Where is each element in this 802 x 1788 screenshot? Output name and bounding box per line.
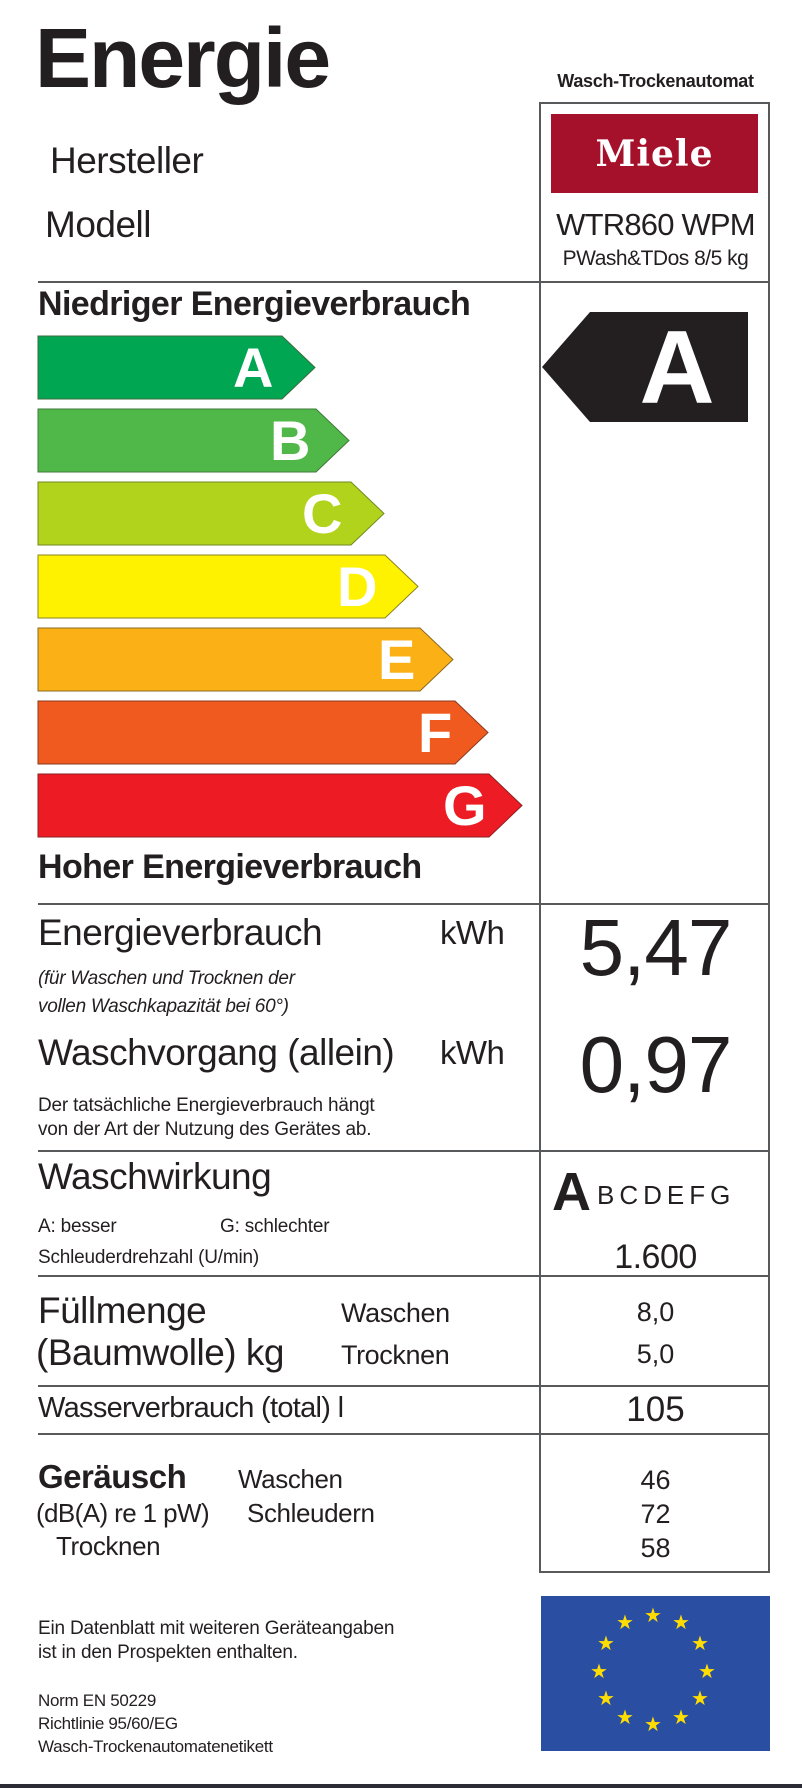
star-icon: ★ <box>616 1612 634 1634</box>
star-icon: ★ <box>616 1707 634 1729</box>
disclaimer-line-1: Der tatsächliche Energieverbrauch hängt <box>38 1095 375 1116</box>
manufacturer-label: Hersteller <box>50 140 204 181</box>
star-icon: ★ <box>672 1612 690 1634</box>
noise-wash-label: Waschen <box>238 1464 343 1494</box>
datasheet-note-1: Ein Datenblatt mit weiteren Geräteangabe… <box>38 1618 395 1639</box>
noise-dry-label: Trocknen <box>56 1531 161 1561</box>
divider-energy <box>38 1150 769 1152</box>
divider-capacity <box>38 1385 769 1387</box>
noise-dry-value: 58 <box>640 1533 671 1563</box>
capacity-label-1: Füllmenge <box>38 1290 207 1331</box>
page-title: Energie <box>35 11 331 105</box>
water-consumption-value: 105 <box>626 1390 685 1429</box>
high-consumption-label: Hoher Energieverbrauch <box>38 848 422 886</box>
capacity-dry-label: Trocknen <box>341 1340 450 1370</box>
capacity-wash-label: Waschen <box>341 1298 450 1328</box>
class-letter: E <box>378 628 416 691</box>
wash-performance-rating: A <box>552 1162 591 1222</box>
wash-only-label: Waschvorgang (allein) <box>38 1032 395 1073</box>
star-icon: ★ <box>597 1633 615 1655</box>
divider-header <box>38 281 769 283</box>
norm-reference: Norm EN 50229 <box>38 1691 156 1710</box>
class-letter: G <box>443 774 487 837</box>
divider-water <box>38 1433 769 1435</box>
label-name: Wasch-Trockenautomatenetikett <box>38 1737 273 1756</box>
energy-consumption-note-2: vollen Waschkapazität bei 60°) <box>38 996 289 1017</box>
wash-performance-other-classes: BCDEFG <box>597 1180 736 1210</box>
noise-spin-value: 72 <box>640 1499 671 1529</box>
star-icon: ★ <box>644 1714 662 1736</box>
energy-consumption-label: Energieverbrauch <box>38 912 323 953</box>
energy-consumption-note-1: (für Waschen und Trocknen der <box>38 968 295 989</box>
class-letter: D <box>337 555 378 618</box>
class-letter: F <box>418 701 453 764</box>
noise-wash-value: 46 <box>640 1465 671 1495</box>
class-letter: A <box>233 336 274 399</box>
model-label: Modell <box>45 204 152 245</box>
disclaimer-line-2: von der Art der Nutzung des Gerätes ab. <box>38 1119 372 1140</box>
divider-scale <box>38 903 769 905</box>
bottom-border <box>0 1784 802 1788</box>
divider-wash <box>38 1275 769 1277</box>
wash-only-unit: kWh <box>440 1034 505 1071</box>
star-icon: ★ <box>691 1688 709 1710</box>
star-icon: ★ <box>691 1633 709 1655</box>
energy-consumption-value: 5,47 <box>579 903 733 992</box>
right-column-right-border <box>768 102 770 1573</box>
right-column-left-border <box>539 102 541 1573</box>
energy-rating-indicator: A <box>542 310 748 426</box>
noise-spin-label: Schleudern <box>247 1498 375 1528</box>
right-column-top-border <box>539 102 770 104</box>
class-letter: C <box>302 482 343 545</box>
noise-label: Geräusch <box>38 1458 187 1495</box>
capacity-label-2: (Baumwolle) kg <box>36 1332 284 1373</box>
brand-wordmark: Miele <box>595 132 714 175</box>
miele-logo: Miele <box>551 114 758 193</box>
model-subtitle: PWash&TDos 8/5 kg <box>562 247 749 270</box>
spin-speed-label: Schleuderdrehzahl (U/min) <box>38 1247 259 1268</box>
datasheet-note-2: ist in den Prospekten enthalten. <box>38 1642 298 1663</box>
model-name: WTR860 WPM <box>556 207 755 242</box>
star-icon: ★ <box>597 1688 615 1710</box>
appliance-category: Wasch-Trockenautomat <box>557 71 754 91</box>
energy-consumption-unit: kWh <box>440 914 505 951</box>
noise-unit: (dB(A) re 1 pW) <box>36 1498 210 1528</box>
worst-class-note: G: schlechter <box>220 1216 330 1237</box>
best-class-note: A: besser <box>38 1216 117 1237</box>
class-letter: B <box>270 409 311 472</box>
directive-reference: Richtlinie 95/60/EG <box>38 1714 178 1733</box>
wash-performance-scale: A BCDEFG <box>552 1165 735 1219</box>
spin-speed-value: 1.600 <box>614 1238 697 1276</box>
wash-performance-label: Waschwirkung <box>38 1156 272 1197</box>
water-consumption-label: Wasserverbrauch (total) l <box>38 1392 344 1424</box>
star-icon: ★ <box>644 1605 662 1627</box>
capacity-wash-value: 8,0 <box>636 1297 675 1327</box>
eu-flag-icon: ★ ★ ★ ★ ★ ★ ★ ★ ★ ★ ★ ★ <box>541 1596 770 1751</box>
star-icon: ★ <box>590 1661 608 1683</box>
star-icon: ★ <box>672 1707 690 1729</box>
capacity-dry-value: 5,0 <box>636 1339 675 1369</box>
star-icon: ★ <box>698 1661 716 1683</box>
low-consumption-label: Niedriger Energieverbrauch <box>38 285 471 323</box>
energy-rating-letter: A <box>639 310 715 426</box>
right-column-bottom-border <box>539 1571 770 1573</box>
wash-only-value: 0,97 <box>579 1020 733 1109</box>
